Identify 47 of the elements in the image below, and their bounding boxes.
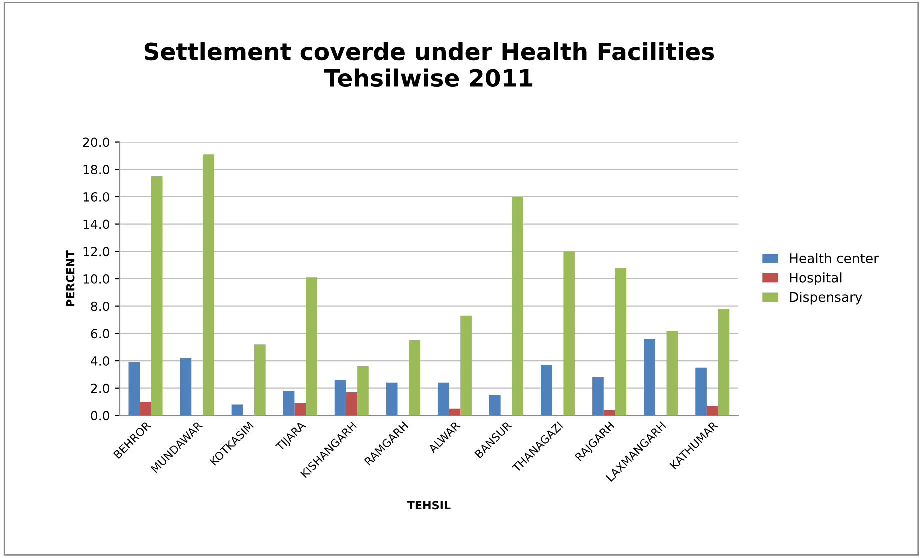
bar [346,392,358,416]
bar [128,362,140,416]
bar [592,377,604,416]
bar [604,410,616,416]
bar [696,368,707,416]
bar [202,154,214,416]
bar [615,268,627,416]
y-tick-label: 10.0 [84,274,110,284]
y-tick-label: 16.0 [84,192,110,202]
y-tick-label: 14.0 [84,220,110,230]
bar [306,278,318,416]
bar [541,365,552,416]
y-tick-label: 2.0 [91,384,110,394]
y-tick-label: 20.0 [83,138,110,148]
bar [294,403,306,416]
x-axis-title: TEHSIL [407,501,451,510]
y-tick-label: 0.0 [91,411,110,421]
bar [409,340,420,416]
bar [140,402,152,416]
bar [489,395,501,416]
bar [283,391,295,416]
bar [386,382,398,416]
legend-label: Health center [790,253,879,264]
bar [564,252,576,416]
bar [151,176,163,416]
y-axis-title: PERCENT [66,250,75,306]
bar [706,406,718,416]
bar [460,316,472,416]
bar [254,344,266,416]
legend-label: Dispensary [790,292,862,305]
y-tick-label: 18.0 [84,165,110,175]
bar [449,408,461,416]
bar [438,382,450,416]
bar [666,330,678,416]
bar [180,358,192,416]
bar [232,404,244,416]
y-tick-label: 8.0 [91,302,110,312]
bar [718,309,730,416]
bar [358,366,369,416]
bar [334,380,346,416]
y-tick-label: 12.0 [84,247,110,257]
bar [512,196,524,416]
y-tick-label: 6.0 [91,329,110,339]
bar [644,339,656,416]
legend-label: Hospital [790,272,842,286]
chart-title: Settlement coverde under Health Facilities Tehsilwise 2011 [144,42,714,88]
y-tick-label: 4.0 [91,356,110,366]
